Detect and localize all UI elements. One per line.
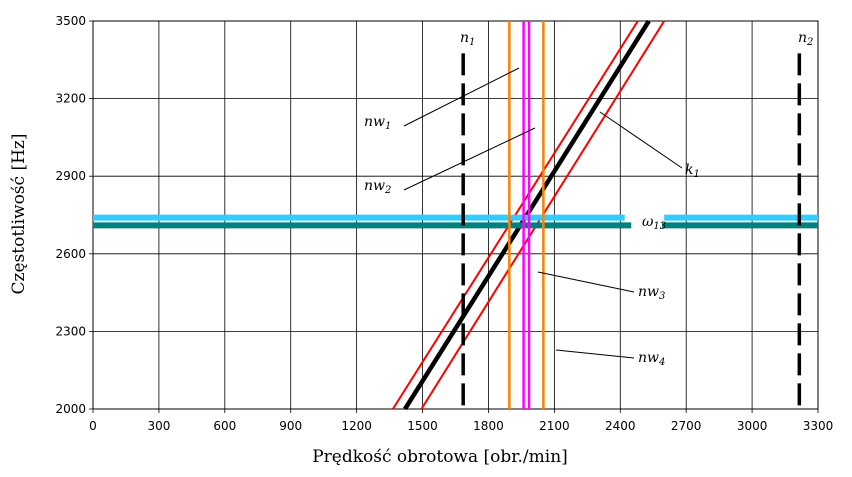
annotation-name: nw	[364, 178, 385, 194]
x-tick-label: 1500	[407, 419, 438, 433]
x-tick-label: 2100	[539, 419, 570, 433]
tick-labels: 0 300 600 900 1200 1500 1800 2100 2400 2700 3000 33…	[55, 14, 833, 433]
x-tick-label: 0	[89, 419, 97, 433]
x-tick-label: 1200	[341, 419, 372, 433]
annotation-name: n	[798, 30, 807, 46]
annotation-name: ω	[642, 214, 654, 230]
y-tick-label: 2000	[55, 402, 86, 416]
y-tick-label: 3200	[55, 92, 86, 106]
annotation-name: n	[460, 30, 469, 46]
x-tick-label: 600	[213, 419, 236, 433]
y-tick-label: 2900	[55, 169, 86, 183]
annotation-subscript: 1	[469, 37, 475, 48]
x-tick-label: 2400	[605, 419, 636, 433]
annotation-leader	[403, 127, 536, 191]
annotation-label: nw1	[364, 114, 391, 132]
annotation-name: k	[685, 162, 693, 178]
annotation-label: ω13	[642, 214, 666, 232]
annotation-subscript: 1	[385, 121, 391, 132]
annotation-label: n2	[798, 30, 813, 48]
annotation-subscript: 2	[806, 37, 813, 48]
annotation-name: nw	[638, 284, 659, 300]
x-tick-label: 1800	[473, 419, 504, 433]
annotation-subscript: 1	[693, 169, 699, 180]
x-tick-label: 3300	[803, 419, 834, 433]
x-tick-label: 900	[279, 419, 302, 433]
x-tick-label: 3000	[737, 419, 768, 433]
annotation-leader	[599, 111, 683, 169]
annotation-name: nw	[364, 114, 385, 130]
annotation-leader	[403, 67, 520, 127]
x-axis-title: Prędkość obrotowa [obr./min]	[312, 447, 568, 467]
annotation-subscript: 13	[653, 221, 666, 232]
y-tick-label: 2300	[55, 324, 86, 338]
x-tick-label: 2700	[671, 419, 702, 433]
annotation-label: nw4	[638, 350, 665, 368]
annotation-subscript: 3	[659, 291, 665, 302]
y-tick-label: 2600	[55, 247, 86, 261]
annotation-subscript: 2	[384, 185, 391, 196]
annotation-name: nw	[638, 350, 659, 366]
annotation-leader	[537, 271, 635, 293]
annotation-label: nw2	[364, 178, 391, 196]
annotation-leader	[555, 349, 635, 359]
annotation-subscript: 4	[658, 357, 665, 368]
annotation-label: n1	[460, 30, 475, 48]
series-layer	[93, 19, 818, 411]
annotation-label: nw3	[638, 284, 665, 302]
y-axis-title: Częstotliwość [Hz]	[9, 133, 29, 294]
y-tick-label: 3500	[55, 14, 86, 28]
x-tick-label: 300	[147, 419, 170, 433]
annotation-label: k1	[685, 162, 700, 180]
